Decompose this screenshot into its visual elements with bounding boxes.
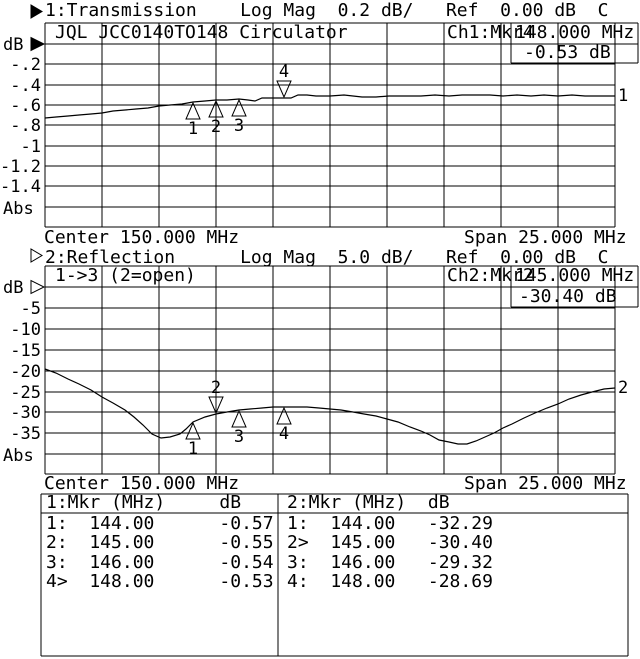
ch2-active-marker-label: Ch2:Mkr2	[447, 265, 534, 286]
ch1-yaxis-tick: -.8	[10, 116, 41, 136]
ch1-ref-level-pointer-icon	[30, 36, 46, 52]
ch1-title-label: JQL JCC0140TO148 Circulator	[55, 22, 348, 43]
ch2-span-label: Span 25.000 MHz	[464, 473, 627, 494]
ch2-status-line: 2:Reflection Log Mag 5.0 dB/ Ref 0.00 dB…	[45, 247, 609, 268]
ch2-yaxis-abs-label: Abs	[3, 446, 34, 466]
ch1-marker-2-number: 2	[211, 117, 221, 137]
ch1-marker-1-number: 1	[188, 119, 198, 139]
ch2-trace	[44, 368, 616, 445]
ch1-yaxis-tick: -1	[21, 137, 41, 157]
ch2-title-label: 1->3 (2=open)	[55, 265, 196, 286]
marker-table-header-ch2: 2:Mkr (MHz) dB	[287, 492, 450, 513]
ch2-status-channel-pointer-icon	[30, 248, 43, 263]
ch1-span-label: Span 25.000 MHz	[464, 227, 627, 248]
marker-table-rows-ch2: 1: 144.00 -32.29 2> 145.00 -30.40 3: 146…	[287, 513, 493, 592]
ch1-marker-value-readout: -0.53 dB	[524, 42, 611, 63]
ch2-marker-value-readout: -30.40 dB	[519, 286, 617, 307]
ch2-yaxis-tick: -35	[10, 424, 41, 444]
ch1-trace-number-label: 1	[618, 86, 628, 106]
ch2-marker-freq-readout: 145.000 MHz	[515, 265, 635, 286]
ch1-yaxis-tick: -1.4	[0, 177, 41, 197]
ch1-marker-4-icon	[276, 80, 292, 99]
ch2-marker-1-icon	[185, 421, 201, 440]
ch2-yaxis-tick: -20	[10, 362, 41, 382]
ch2-marker-4-icon	[276, 406, 292, 425]
ch1-yaxis-tick: -1.2	[0, 157, 41, 177]
ch1-yaxis-tick: -.6	[10, 96, 41, 116]
ch1-marker-3-icon	[231, 98, 247, 117]
ch2-yaxis-tick: -10	[10, 320, 41, 340]
ch2-yaxis-tick: -15	[10, 341, 41, 361]
ch2-marker-2-icon	[208, 396, 224, 415]
ch2-marker-3-number: 3	[234, 427, 244, 447]
ch2-marker-3-icon	[231, 409, 247, 428]
ch2-marker-2-number: 2	[211, 378, 221, 398]
ch2-center-freq-label: Center 150.000 MHz	[44, 473, 240, 494]
ch2-marker-4-number: 4	[279, 424, 289, 444]
marker-table-header-ch1: 1:Mkr (MHz) dB	[46, 492, 242, 513]
ch1-center-freq-label: Center 150.000 MHz	[44, 227, 240, 248]
ch2-yaxis-tick: -25	[10, 383, 41, 403]
ch2-yaxis-tick: -5	[21, 299, 41, 319]
ch2-trace-number-label: 2	[618, 378, 628, 398]
ch1-trace	[44, 94, 615, 119]
ch1-active-marker-label: Ch1:Mkr4	[447, 22, 534, 43]
ch2-ref-level-pointer-icon	[30, 279, 46, 295]
ch1-marker-2-icon	[208, 99, 224, 118]
ch1-marker-freq-readout: 148.000 MHz	[515, 22, 635, 43]
ch1-yaxis-unit-label: dB	[3, 35, 23, 55]
ch1-marker-3-number: 3	[234, 116, 244, 136]
marker-table-rows-ch1: 1: 144.00 -0.57 2: 145.00 -0.55 3: 146.0…	[46, 513, 274, 592]
ch1-marker-1-icon	[185, 101, 201, 120]
ch1-status-channel-pointer-icon	[30, 4, 43, 19]
ch1-status-line: 1:Transmission Log Mag 0.2 dB/ Ref 0.00 …	[45, 0, 609, 21]
ch1-marker-4-number: 4	[279, 62, 289, 82]
ch1-yaxis-tick: -.2	[10, 55, 41, 75]
ch1-yaxis-abs-label: Abs	[3, 199, 34, 219]
ch2-marker-1-number: 1	[188, 439, 198, 459]
ch2-yaxis-tick: -30	[10, 403, 41, 423]
ch1-yaxis-tick: -.4	[10, 76, 41, 96]
ch2-yaxis-unit-label: dB	[3, 278, 23, 298]
